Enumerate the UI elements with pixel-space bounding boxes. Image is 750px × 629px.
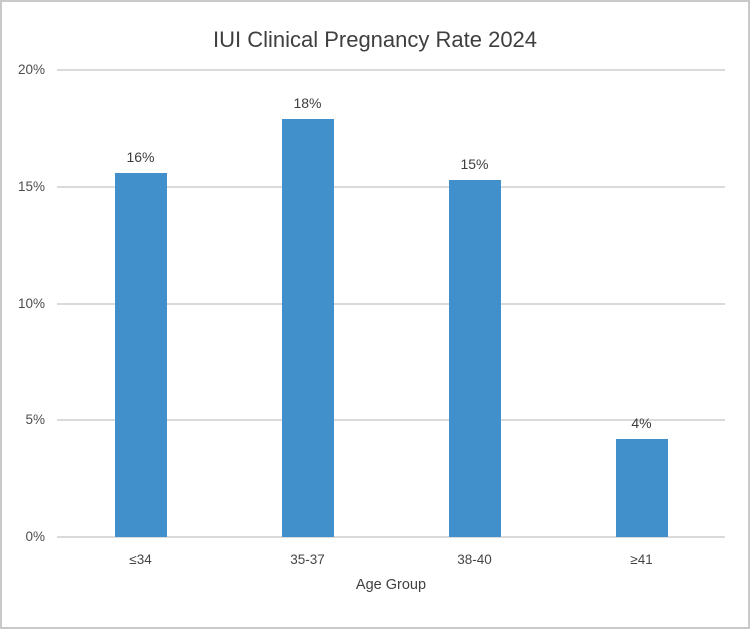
gridline	[57, 69, 725, 71]
y-axis-tick-label: 5%	[25, 412, 45, 428]
x-axis-title: Age Group	[355, 577, 427, 593]
x-axis-tick-label: ≥41	[630, 552, 653, 567]
bar-slot: 16%	[57, 70, 224, 537]
y-axis-tick-label: 15%	[17, 178, 45, 194]
x-axis-tick-label: ≤34	[129, 552, 152, 567]
bar	[615, 438, 668, 537]
y-axis-tick-label: 20%	[17, 62, 45, 77]
bar-value-label: 15%	[460, 155, 489, 172]
bar-value-label: 16%	[126, 148, 155, 165]
x-axis-tick-labels: ≤34 35-37 38-40 ≥41	[57, 552, 725, 567]
bar	[114, 172, 167, 537]
bars-container: 16% 18% 15% 4%	[57, 70, 725, 537]
bar	[281, 119, 334, 537]
y-axis-tick-label: 0%	[25, 529, 45, 544]
bar-value-label: 18%	[293, 95, 322, 112]
y-axis-tick-label: 10%	[17, 295, 45, 311]
bar-value-label: 4%	[631, 414, 652, 431]
gridline	[57, 419, 725, 422]
gridline	[57, 302, 725, 305]
gridline	[57, 536, 725, 538]
x-axis-tick-label: 35-37	[290, 552, 325, 567]
bar-slot: 4%	[558, 70, 725, 537]
gridline	[57, 185, 725, 188]
chart-title: IUI Clinical Pregnancy Rate 2024	[212, 27, 538, 52]
bar	[448, 179, 501, 537]
plot-area: 0% 5% 10% 15% 20% 16% 18% 15% 4%	[18, 62, 725, 544]
x-axis-tick-label: 38-40	[457, 552, 492, 567]
bar-slot: 18%	[224, 70, 391, 537]
bar-slot: 15%	[391, 70, 558, 537]
